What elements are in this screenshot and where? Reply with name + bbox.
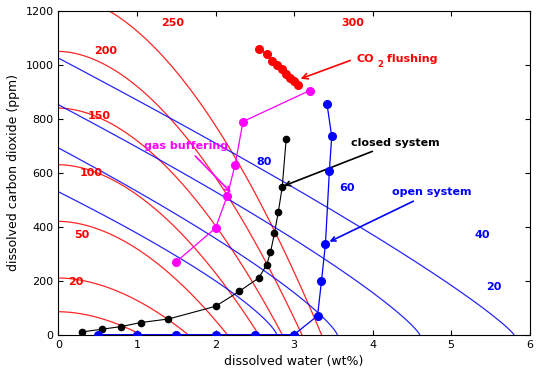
Text: 40: 40 [475,230,490,240]
Text: 20: 20 [487,282,502,292]
Text: 100: 100 [80,168,103,178]
Text: 2: 2 [377,60,383,69]
Text: CO: CO [357,54,374,64]
Text: 200: 200 [94,46,117,56]
Text: 150: 150 [88,111,111,121]
Text: 250: 250 [161,18,184,28]
Text: 60: 60 [340,183,355,193]
Text: 20: 20 [68,277,84,287]
Text: 50: 50 [75,230,90,240]
Text: closed system: closed system [286,138,439,186]
Text: gas buffering: gas buffering [144,141,230,191]
Y-axis label: dissolved carbon dioxide (ppm): dissolved carbon dioxide (ppm) [7,74,20,271]
Text: 300: 300 [341,18,365,28]
X-axis label: dissolved water (wt%): dissolved water (wt%) [224,355,364,368]
Text: flushing: flushing [383,54,437,64]
Text: open system: open system [331,187,471,241]
Text: 80: 80 [256,157,272,167]
